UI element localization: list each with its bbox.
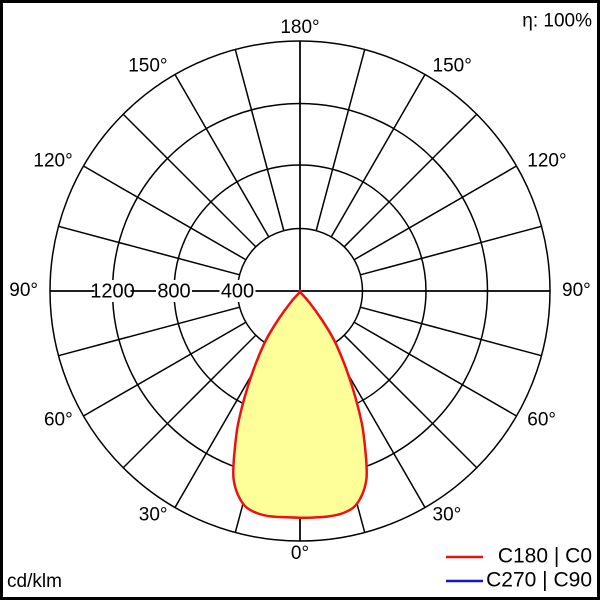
svg-text:800: 800 [157, 280, 190, 302]
svg-text:30°: 30° [433, 504, 462, 525]
svg-text:90°: 90° [9, 280, 38, 301]
svg-text:400: 400 [221, 280, 254, 302]
svg-text:30°: 30° [139, 504, 168, 525]
svg-text:η: 100%: η: 100% [522, 10, 592, 31]
svg-text:150°: 150° [433, 56, 472, 77]
svg-text:150°: 150° [128, 56, 167, 77]
svg-text:C270 | C90: C270 | C90 [486, 569, 592, 592]
svg-text:120°: 120° [527, 151, 566, 172]
svg-text:1200: 1200 [90, 280, 135, 302]
svg-text:60°: 60° [527, 410, 556, 431]
svg-text:120°: 120° [33, 151, 72, 172]
svg-text:180°: 180° [280, 17, 319, 38]
svg-text:60°: 60° [44, 410, 73, 431]
svg-text:90°: 90° [562, 280, 591, 301]
svg-text:0°: 0° [291, 543, 309, 564]
svg-text:cd/klm: cd/klm [7, 571, 62, 592]
svg-text:C180 | C0: C180 | C0 [498, 545, 592, 568]
